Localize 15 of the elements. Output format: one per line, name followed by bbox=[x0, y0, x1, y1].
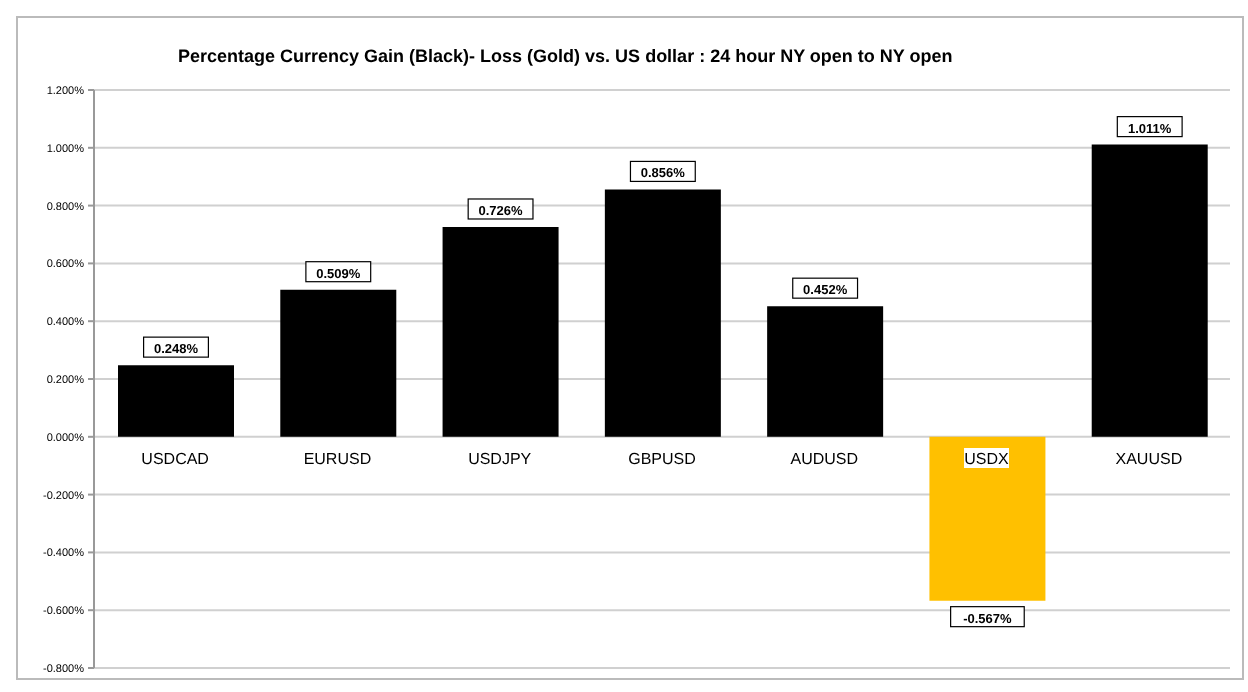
bar bbox=[767, 306, 884, 437]
bar bbox=[280, 289, 397, 437]
x-tick-label: USDX bbox=[964, 450, 1011, 468]
bar bbox=[442, 226, 559, 437]
x-tick-label: USDJPY bbox=[468, 450, 533, 468]
bar bbox=[929, 436, 1046, 601]
bar bbox=[118, 365, 234, 437]
chart-title: Percentage Currency Gain (Black)- Loss (Gold) vs. US dollar : 24 hour NY open to NY open bbox=[178, 46, 953, 66]
bar bbox=[604, 189, 721, 437]
x-tick-label: XAUUSD bbox=[1115, 450, 1183, 468]
bar bbox=[1091, 144, 1208, 437]
x-tick-label: GBPUSD bbox=[628, 450, 697, 468]
x-tick-label: AUDUSD bbox=[790, 450, 859, 468]
x-tick-label: USDCAD bbox=[141, 450, 210, 468]
x-tick-label: EURUSD bbox=[303, 450, 372, 468]
